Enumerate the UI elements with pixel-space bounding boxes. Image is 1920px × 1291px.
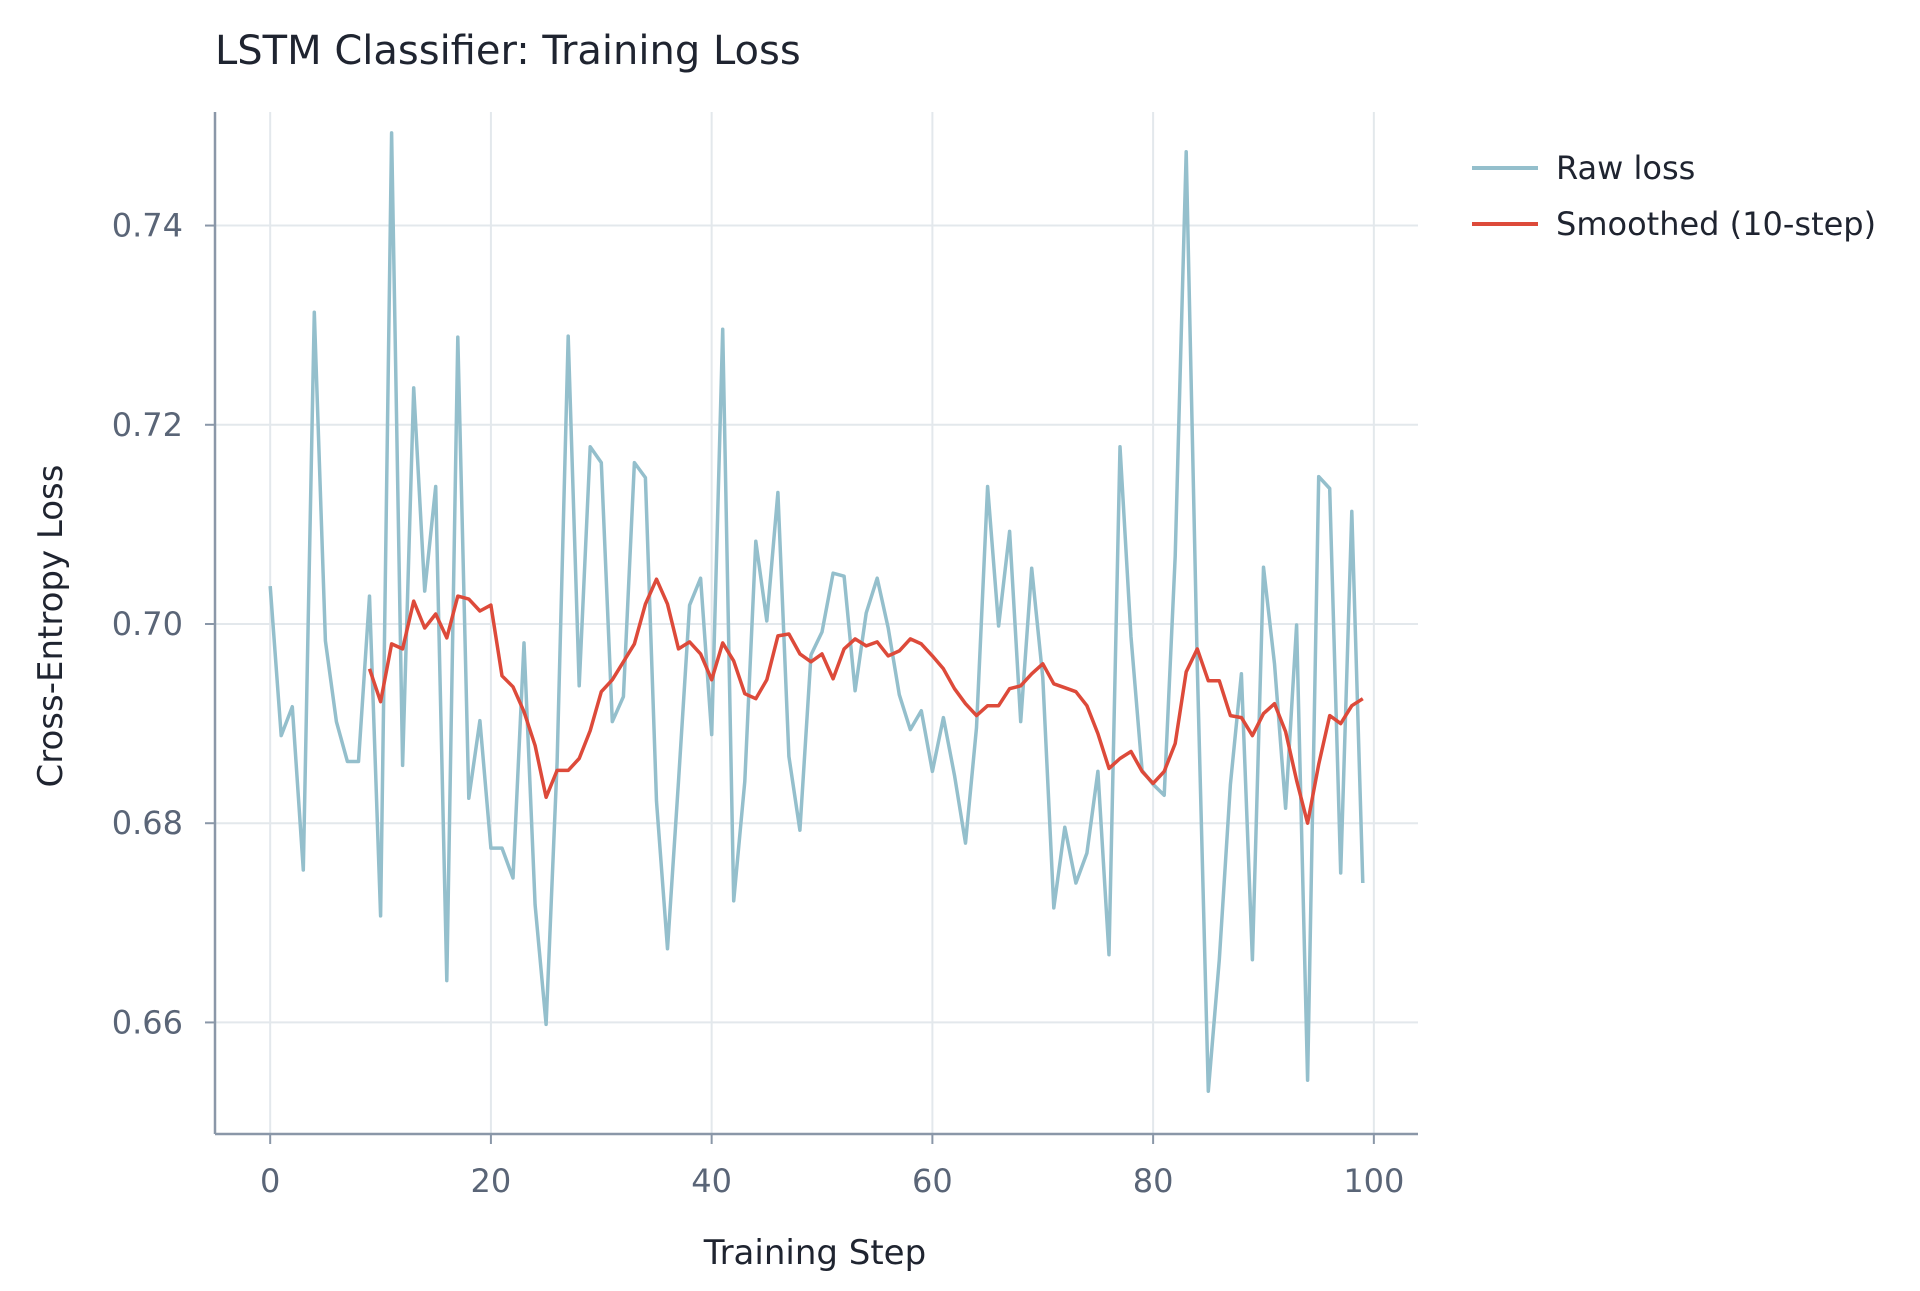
y-tick-label: 0.68	[112, 804, 183, 842]
legend-label: Smoothed (10-step)	[1556, 205, 1876, 243]
axes	[205, 112, 1418, 1144]
smoothed-loss-line	[367, 577, 1364, 825]
x-tick-labels: 0 20 40 60 80 100	[260, 1162, 1404, 1200]
x-tick-label: 60	[912, 1162, 953, 1200]
chart-title: LSTM Classifier: Training Loss	[215, 28, 801, 74]
y-tick-label: 0.72	[112, 406, 183, 444]
y-tick-labels: 0.66 0.68 0.70 0.72 0.74	[112, 207, 183, 1042]
series-lines	[268, 131, 1365, 1093]
grid-lines	[215, 112, 1418, 1134]
y-tick-label: 0.70	[112, 605, 183, 643]
x-tick-label: 80	[1133, 1162, 1174, 1200]
legend-label: Raw loss	[1556, 149, 1695, 187]
raw-loss-line	[268, 131, 1365, 1093]
x-tick-label: 100	[1343, 1162, 1404, 1200]
legend: Raw loss Smoothed (10-step)	[1472, 149, 1876, 243]
x-tick-label: 0	[260, 1162, 280, 1200]
x-axis-label: Training Step	[703, 1233, 926, 1273]
y-tick-label: 0.66	[112, 1003, 183, 1041]
x-tick-label: 40	[691, 1162, 732, 1200]
x-tick-label: 20	[471, 1162, 512, 1200]
y-axis-label: Cross-Entropy Loss	[31, 465, 71, 788]
y-tick-label: 0.74	[112, 207, 183, 245]
